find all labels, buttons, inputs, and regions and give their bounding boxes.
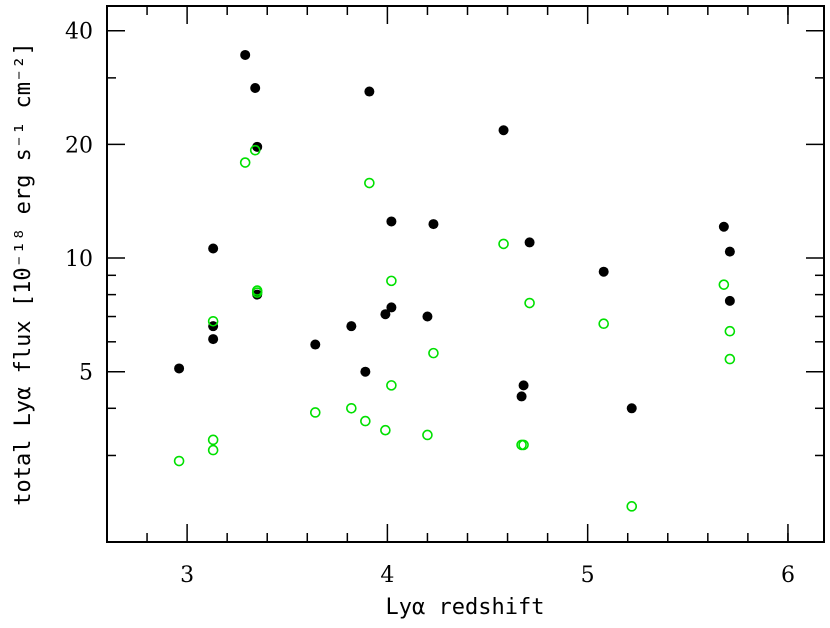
filled-data-point <box>360 366 371 377</box>
data-points <box>173 49 736 512</box>
open-data-point <box>718 279 730 290</box>
open-data-point <box>626 501 638 512</box>
filled-data-point <box>598 266 609 277</box>
x-tick-label: 6 <box>781 563 795 588</box>
filled-data-point <box>524 237 535 248</box>
filled-data-point <box>422 311 433 322</box>
filled-data-point <box>240 49 251 60</box>
open-data-point <box>207 444 219 456</box>
filled-data-point <box>498 125 509 136</box>
filled-data-point <box>724 246 735 257</box>
filled-data-point <box>518 380 529 391</box>
tick-labels: 3 4 5 6 5 10 20 40 <box>65 20 795 588</box>
filled-data-point <box>428 219 439 230</box>
filled-data-point <box>208 334 219 345</box>
filled-data-point <box>386 302 397 313</box>
y-tick-label: 5 <box>79 361 93 386</box>
open-data-point <box>724 353 736 365</box>
y-tick-label: 40 <box>65 20 93 45</box>
open-data-point <box>360 415 371 427</box>
filled-data-point <box>724 295 735 306</box>
open-data-point <box>724 325 736 337</box>
open-data-point <box>518 439 529 451</box>
open-data-point <box>346 402 357 414</box>
plot-frame <box>106 5 825 543</box>
filled-data-point <box>250 83 261 94</box>
x-tick-label: 4 <box>380 563 394 588</box>
open-data-point <box>386 380 397 391</box>
open-data-point <box>207 434 219 446</box>
open-data-point <box>386 275 397 287</box>
axis-ticks <box>107 6 824 542</box>
x-tick-label: 3 <box>180 563 194 588</box>
open-data-point <box>173 455 185 467</box>
open-data-point <box>422 429 433 441</box>
y-axis-title: total Lyα flux [10⁻¹⁸ erg s⁻¹ cm⁻²] <box>11 42 36 506</box>
filled-data-point <box>386 216 397 227</box>
open-data-point <box>239 157 251 168</box>
filled-data-point <box>208 243 219 254</box>
open-data-point <box>428 347 439 359</box>
y-tick-label: 10 <box>65 247 93 272</box>
open-data-point <box>498 238 509 250</box>
filled-data-point <box>718 221 729 232</box>
open-data-point <box>598 318 609 330</box>
filled-data-point <box>626 403 637 414</box>
filled-data-point <box>174 363 185 374</box>
open-data-point <box>207 315 219 327</box>
open-data-point <box>380 424 391 436</box>
open-data-point <box>309 407 321 418</box>
filled-data-point <box>310 339 321 350</box>
x-axis-title: Lyα redshift <box>386 595 545 620</box>
y-tick-label: 20 <box>65 133 93 158</box>
open-data-point <box>524 297 535 309</box>
filled-data-point <box>380 309 391 320</box>
x-tick-label: 5 <box>581 563 595 588</box>
filled-data-point <box>364 86 375 97</box>
open-data-point <box>249 144 261 156</box>
filled-data-point <box>516 391 527 402</box>
open-data-point <box>364 177 375 189</box>
open-data-point <box>251 287 263 298</box>
filled-data-point <box>346 321 357 332</box>
